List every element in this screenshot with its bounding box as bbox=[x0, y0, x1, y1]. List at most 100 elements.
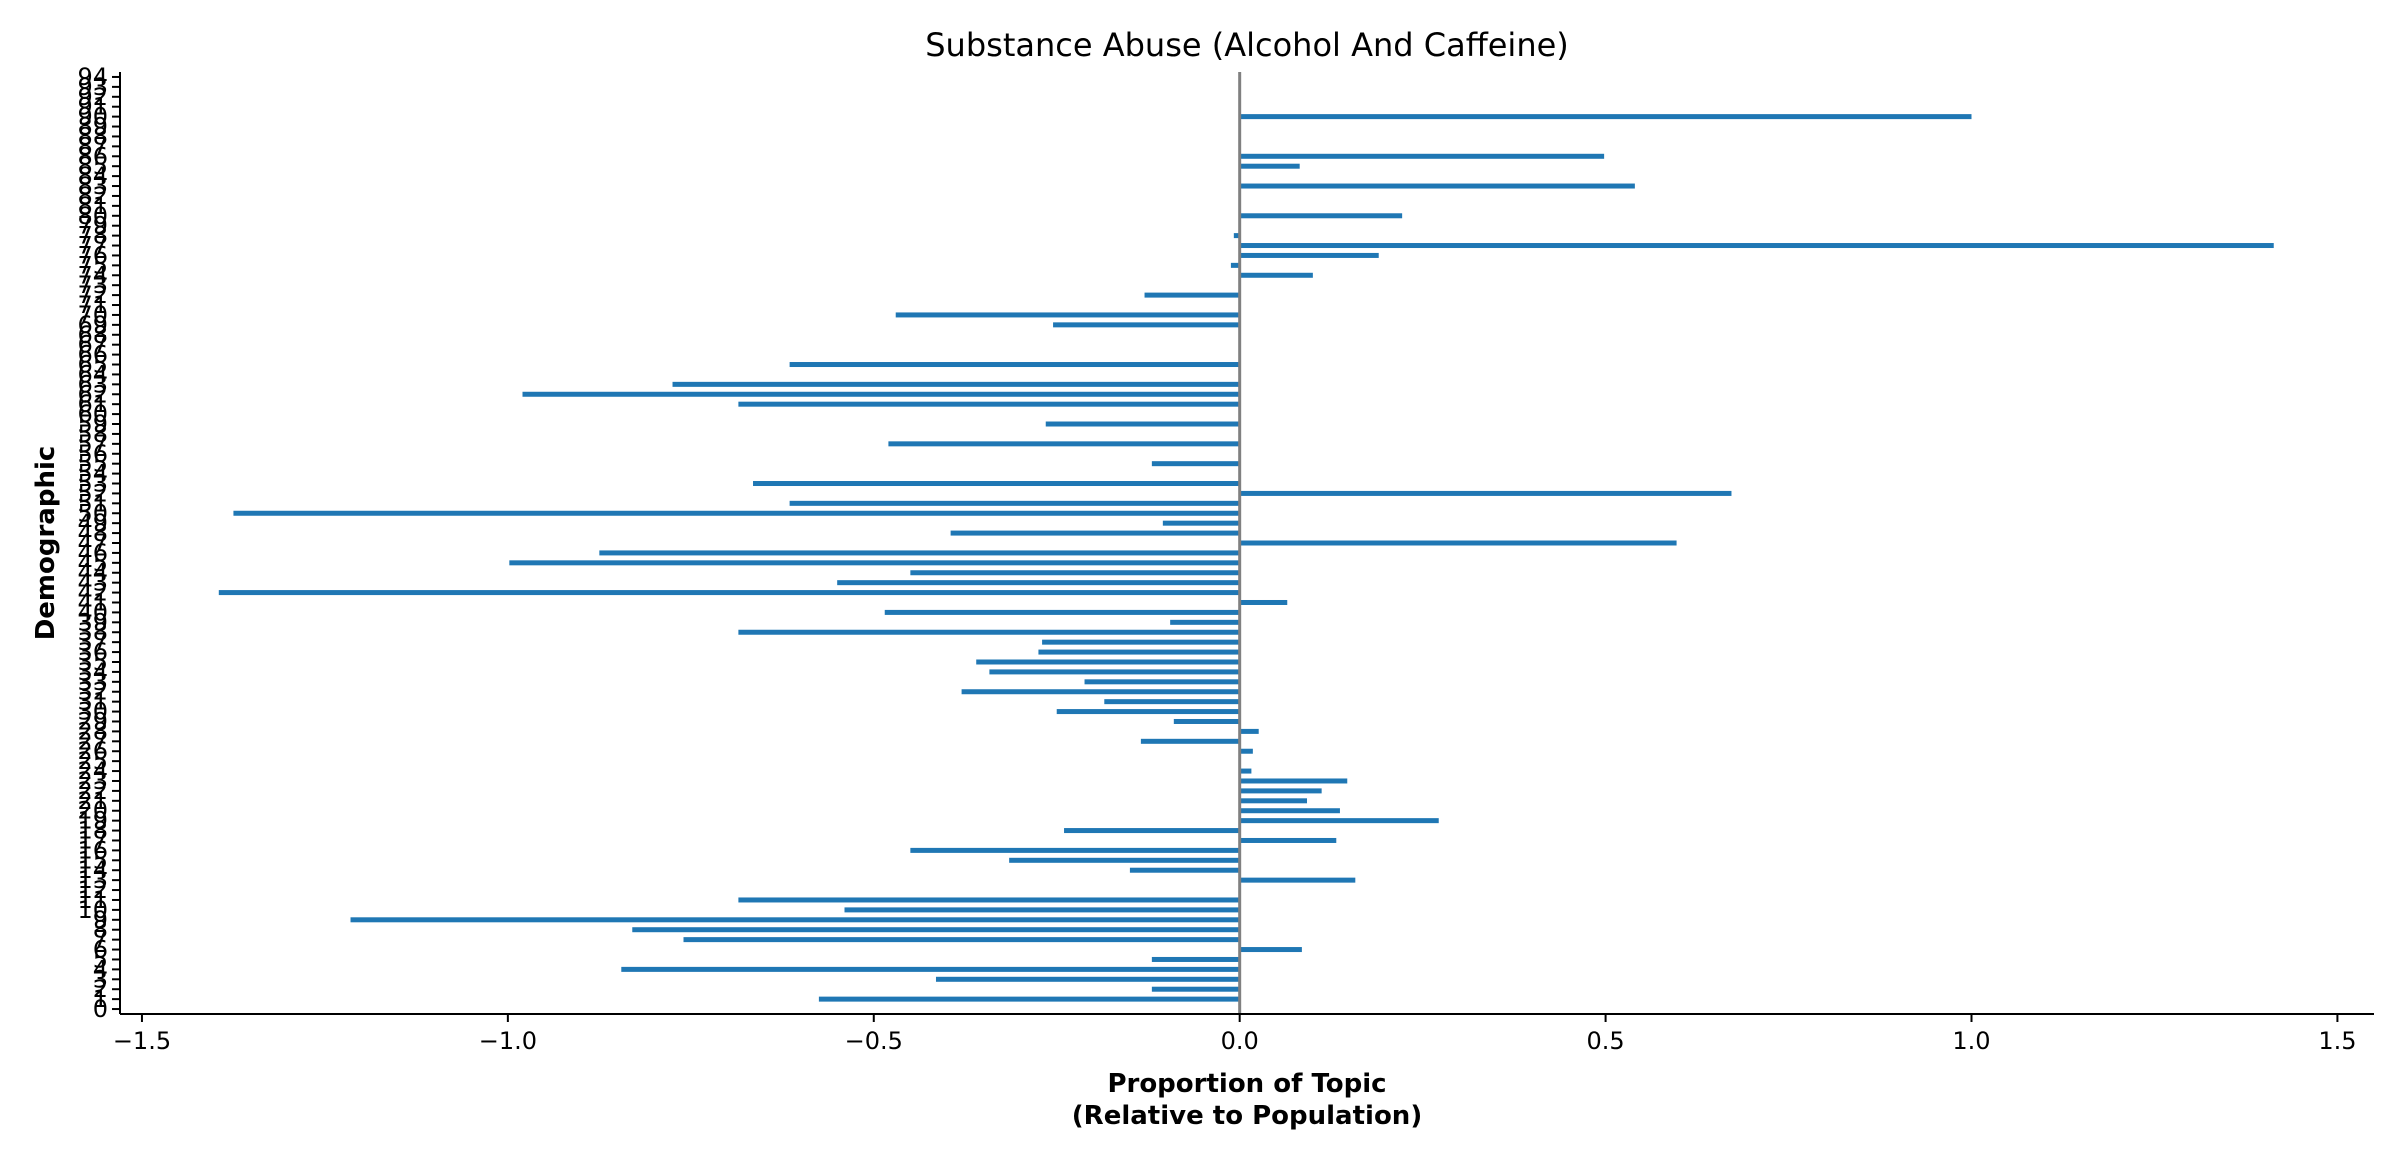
y-tick-label: 17 bbox=[77, 826, 108, 854]
y-tick-label: 48 bbox=[77, 519, 108, 547]
chart-title: Substance Abuse (Alcohol And Caffeine) bbox=[925, 26, 1569, 64]
bar-43 bbox=[837, 580, 1240, 586]
y-tick-label: 50 bbox=[77, 499, 108, 527]
y-tick-label: 83 bbox=[77, 172, 108, 200]
bar-23 bbox=[1239, 778, 1348, 784]
x-axis-title-line-2: (Relative to Population) bbox=[1072, 1101, 1422, 1131]
bar-70 bbox=[895, 312, 1240, 318]
y-ticks: 0123456789101112131415161718192021222324… bbox=[77, 63, 120, 1023]
y-tick-label: 71 bbox=[77, 291, 108, 319]
x-tick-label: 0.5 bbox=[1587, 1027, 1625, 1055]
bar-30 bbox=[1056, 709, 1240, 715]
y-tick-label: 74 bbox=[77, 261, 108, 289]
bar-63 bbox=[672, 381, 1240, 387]
x-axis-title-line-1: Proportion of Topic bbox=[1107, 1069, 1386, 1099]
y-tick-label: 40 bbox=[77, 598, 108, 626]
bar-53 bbox=[753, 481, 1240, 487]
x-tick-label: −1.5 bbox=[113, 1027, 171, 1055]
bar-17 bbox=[1239, 837, 1337, 843]
y-tick-label: 58 bbox=[77, 420, 108, 448]
y-tick-label: 30 bbox=[77, 698, 108, 726]
y-tick-label: 19 bbox=[77, 807, 108, 835]
bar-72 bbox=[1144, 292, 1240, 298]
y-tick-label: 57 bbox=[77, 430, 108, 458]
y-tick-label: 60 bbox=[77, 400, 108, 428]
bar-90 bbox=[1239, 114, 1972, 120]
bar-7 bbox=[683, 937, 1240, 943]
bar-28 bbox=[1239, 728, 1259, 734]
y-tick-label: 3 bbox=[93, 965, 108, 993]
y-tick-label: 7 bbox=[93, 926, 108, 954]
y-tick-label: 35 bbox=[77, 648, 108, 676]
bar-2 bbox=[1151, 986, 1240, 992]
bar-5 bbox=[1151, 956, 1240, 962]
bar-6 bbox=[1239, 947, 1302, 953]
y-tick-label: 25 bbox=[77, 747, 108, 775]
y-tick-label: 66 bbox=[77, 341, 108, 369]
bar-29 bbox=[1173, 718, 1240, 724]
bar-9 bbox=[350, 917, 1240, 923]
bar-41 bbox=[1239, 599, 1288, 605]
y-tick-label: 73 bbox=[77, 271, 108, 299]
bar-77 bbox=[1239, 243, 2274, 249]
x-tick-label: −0.5 bbox=[845, 1027, 903, 1055]
y-tick-label: 67 bbox=[77, 331, 108, 359]
bar-4 bbox=[621, 966, 1240, 972]
y-tick-label: 78 bbox=[77, 222, 108, 250]
bar-14 bbox=[1129, 867, 1240, 873]
bar-85 bbox=[1239, 163, 1300, 169]
bar-48 bbox=[950, 530, 1240, 536]
y-tick-label: 93 bbox=[77, 73, 108, 101]
bar-19 bbox=[1239, 818, 1439, 824]
bar-75 bbox=[1230, 262, 1240, 268]
bar-45 bbox=[509, 560, 1240, 566]
y-tick-label: 39 bbox=[77, 608, 108, 636]
y-tick-label: 53 bbox=[77, 470, 108, 498]
bar-40 bbox=[884, 609, 1240, 615]
bar-36 bbox=[1038, 649, 1240, 655]
bar-11 bbox=[738, 897, 1240, 903]
bar-80 bbox=[1239, 213, 1403, 219]
x-tick-label: 0.0 bbox=[1221, 1027, 1259, 1055]
y-tick-label: 65 bbox=[77, 351, 108, 379]
bar-22 bbox=[1239, 788, 1322, 794]
bar-44 bbox=[910, 570, 1240, 576]
bar-32 bbox=[961, 689, 1240, 695]
bar-35 bbox=[976, 659, 1240, 665]
y-tick-label: 32 bbox=[77, 678, 108, 706]
x-ticks: −1.5 −1.0 −0.5 0.0 0.5 1.0 1.5 bbox=[113, 1014, 2356, 1055]
bar-86 bbox=[1239, 153, 1605, 159]
bar-62 bbox=[522, 391, 1240, 397]
bar-76 bbox=[1239, 252, 1379, 258]
bar-57 bbox=[888, 441, 1240, 447]
y-tick-label: 38 bbox=[77, 618, 108, 646]
y-axis-title: Demographic bbox=[31, 446, 61, 641]
y-tick-label: 72 bbox=[77, 281, 108, 309]
bar-39 bbox=[1170, 619, 1240, 625]
y-tick-label: 9 bbox=[93, 906, 108, 934]
bar-33 bbox=[1084, 679, 1240, 685]
y-tick-label: 62 bbox=[77, 380, 108, 408]
y-tick-label: 45 bbox=[77, 549, 108, 577]
bar-10 bbox=[844, 907, 1240, 913]
y-tick-label: 24 bbox=[77, 757, 108, 785]
y-tick-label: 41 bbox=[77, 588, 108, 616]
bar-59 bbox=[1045, 421, 1240, 427]
bar-38 bbox=[738, 629, 1240, 635]
y-tick-label: 55 bbox=[77, 450, 108, 478]
bar-74 bbox=[1239, 272, 1313, 278]
bar-18 bbox=[1064, 828, 1240, 834]
y-tick-label: 92 bbox=[77, 83, 108, 111]
y-tick-label: 64 bbox=[77, 360, 108, 388]
y-tick-label: 11 bbox=[77, 886, 108, 914]
y-tick-label: 77 bbox=[77, 232, 108, 260]
y-tick-label: 13 bbox=[77, 866, 108, 894]
y-tick-label: 12 bbox=[77, 876, 108, 904]
y-tick-label: 31 bbox=[77, 688, 108, 716]
y-tick-label: 22 bbox=[77, 777, 108, 805]
y-tick-label: 14 bbox=[77, 856, 108, 884]
y-tick-label: 37 bbox=[77, 628, 108, 656]
bar-15 bbox=[1009, 857, 1240, 863]
y-tick-label: 43 bbox=[77, 569, 108, 597]
bar-61 bbox=[738, 401, 1240, 407]
